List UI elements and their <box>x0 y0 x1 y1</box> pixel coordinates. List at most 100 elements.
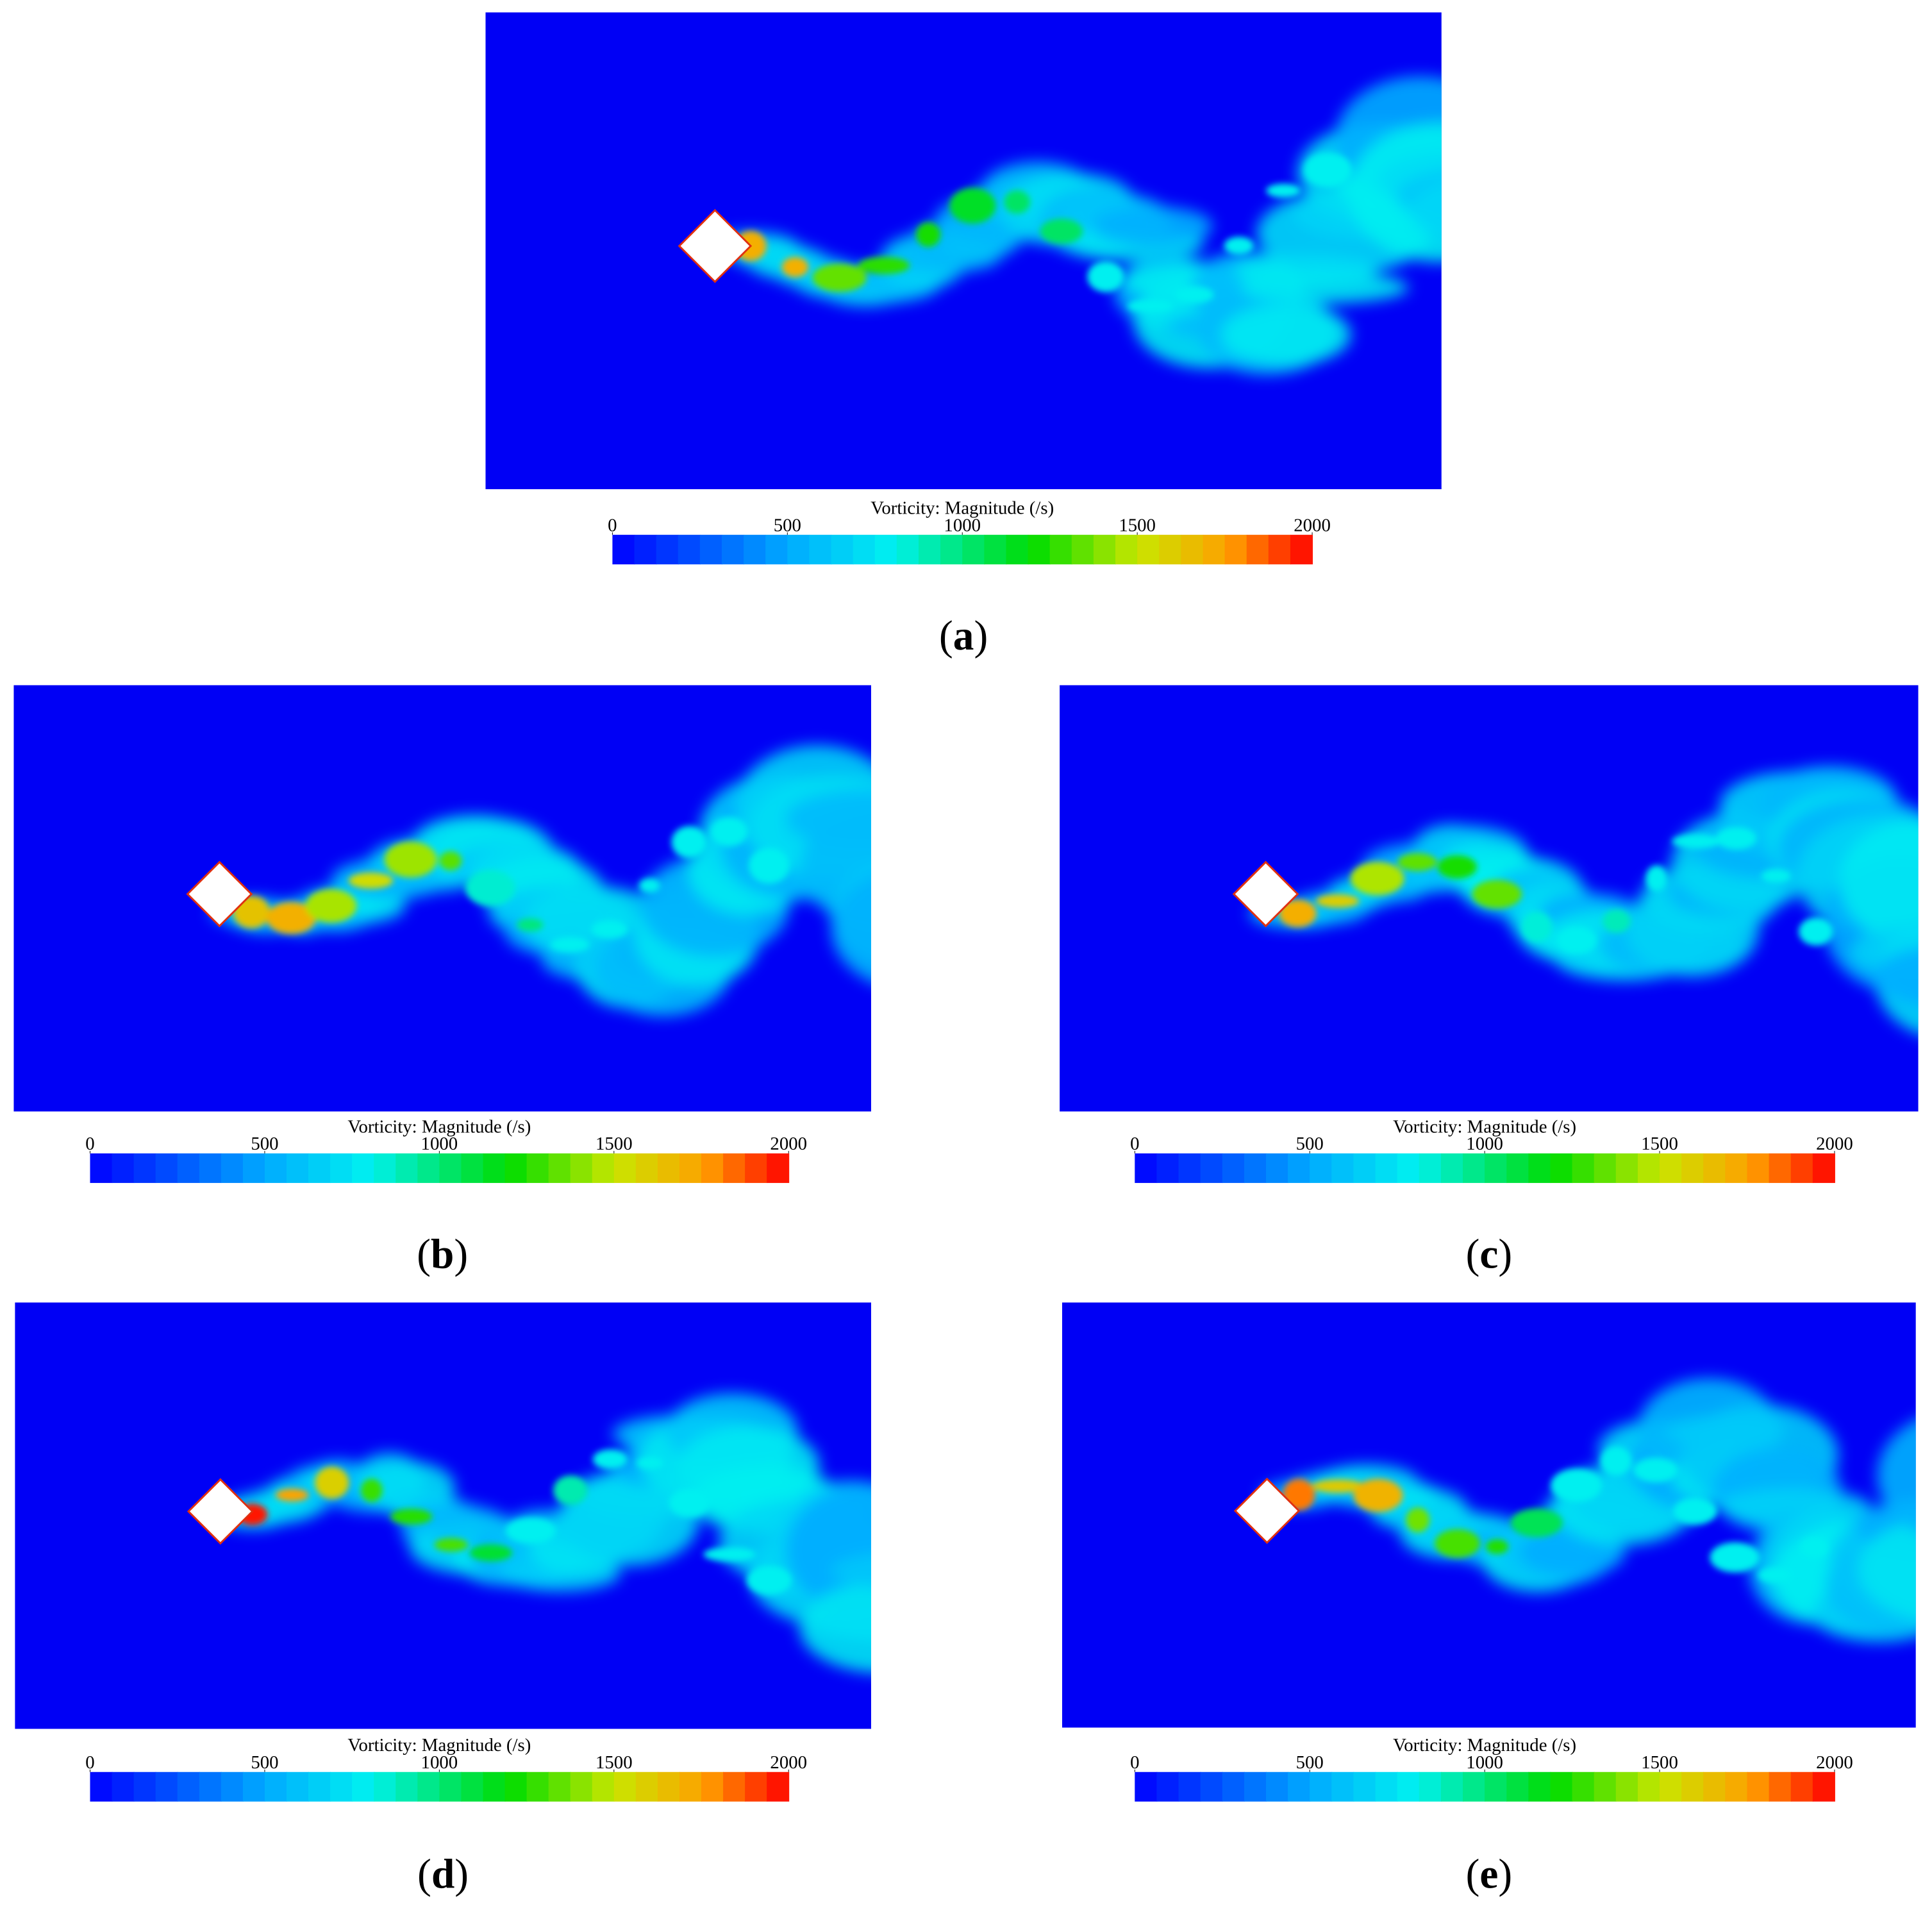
colorbar-segment <box>1790 1772 1813 1802</box>
vortex-cores <box>237 1449 792 1595</box>
colorbar-segment <box>1550 1153 1573 1184</box>
colorbar-segment <box>1244 1772 1267 1802</box>
colorbar-tick-label: 2000 <box>770 1752 807 1773</box>
colorbar-segment <box>1812 1772 1835 1802</box>
colorbar-segment <box>745 1153 768 1184</box>
colorbar-segment <box>439 1772 462 1802</box>
colorbar-tick-label: 1000 <box>421 1752 458 1773</box>
colorbar-segment <box>1246 535 1269 565</box>
colorbar-segment <box>177 1772 200 1802</box>
colorbar-segment <box>592 1153 615 1184</box>
caption-open: ( <box>939 613 953 659</box>
wake-blob <box>830 1554 872 1588</box>
colorbar-segment <box>984 535 1007 565</box>
vortex-core <box>781 257 809 278</box>
colorbar-segment <box>1071 535 1094 565</box>
vortex-core <box>505 1518 556 1544</box>
caption-open: ( <box>417 1232 431 1278</box>
colorbar-segment <box>1244 1153 1267 1184</box>
colorbar-segment <box>1637 1153 1661 1184</box>
vortex-core <box>1798 917 1833 946</box>
colorbar-segment <box>1615 1153 1638 1184</box>
vortex-core <box>348 872 394 889</box>
colorbar-segment <box>657 1153 680 1184</box>
colorbar-tick-label: 500 <box>251 1752 278 1773</box>
wake-blob <box>1221 303 1351 366</box>
colorbar-segment <box>352 1153 375 1184</box>
colorbar-segment <box>155 1772 178 1802</box>
colorbar-segment <box>1747 1153 1770 1184</box>
wake-blob <box>809 1607 872 1641</box>
colorbar-segment <box>570 1153 593 1184</box>
caption-open: ( <box>417 1851 431 1897</box>
colorbar-segment <box>896 535 919 565</box>
colorbar-tick-label: 0 <box>85 1134 94 1154</box>
colorbar-segment <box>940 535 963 565</box>
vortex-core <box>1303 152 1352 188</box>
colorbar-segment <box>1485 1153 1508 1184</box>
colorbar-segment <box>1550 1772 1573 1802</box>
vortex-core <box>916 222 941 247</box>
vortex-cores <box>1279 826 1833 955</box>
colorbar-segment <box>1028 535 1051 565</box>
colorbar-segment <box>1353 1153 1376 1184</box>
colorbar-tick-label: 500 <box>1296 1752 1324 1773</box>
vortex-core <box>465 870 515 907</box>
colorbar-tick-label: 1500 <box>1641 1752 1678 1773</box>
colorbar-segment <box>1288 1153 1311 1184</box>
caption-label: d <box>431 1851 454 1897</box>
colorbar-segment <box>1528 1772 1551 1802</box>
colorbar-segment <box>286 1772 310 1802</box>
vortex-core <box>748 848 790 884</box>
colorbar-tick-label: 1500 <box>1119 515 1156 535</box>
colorbar-segment <box>1463 1153 1486 1184</box>
vortex-core <box>1224 237 1254 255</box>
obstacle <box>1233 1477 1301 1545</box>
vortex-core <box>1353 1479 1403 1512</box>
colorbar-segment <box>745 1772 768 1802</box>
colorbar-segment <box>853 535 876 565</box>
colorbar-segment <box>723 1153 746 1184</box>
caption: (c) <box>1466 1232 1513 1278</box>
colorbar-segment <box>155 1153 178 1184</box>
contour-field <box>1062 1302 1916 1728</box>
colorbar-segment <box>1135 1772 1158 1802</box>
colorbar-segment <box>635 1772 658 1802</box>
colorbar-segment <box>1331 1772 1354 1802</box>
colorbar-segment <box>679 1772 702 1802</box>
colorbar-segment <box>1769 1153 1792 1184</box>
colorbar-segment <box>1268 535 1291 565</box>
colorbar-segment <box>330 1153 353 1184</box>
wake-blob <box>1839 819 1919 944</box>
colorbar-segment <box>504 1772 528 1802</box>
colorbar-segment <box>831 535 854 565</box>
colorbar-segment <box>1178 1772 1201 1802</box>
colorbar-segment <box>1572 1772 1595 1802</box>
colorbar-tick-label: 1000 <box>421 1134 458 1154</box>
vortex-core <box>1435 1529 1481 1558</box>
colorbar-segment <box>286 1153 310 1184</box>
vortex-core <box>439 851 462 871</box>
vortex-core <box>1127 299 1173 313</box>
colorbar-segment <box>1703 1153 1726 1184</box>
vortex-core <box>469 1544 513 1562</box>
colorbar-segment <box>177 1153 200 1184</box>
colorbar-segment <box>417 1772 440 1802</box>
colorbar-segment <box>1397 1153 1420 1184</box>
panel: Vorticity: Magnitude (/s) 0 500 1000 1500 200… <box>1062 1302 1916 1897</box>
colorbar-segment <box>570 1772 593 1802</box>
colorbar-segment <box>90 1772 113 1802</box>
colorbar-segment <box>133 1153 156 1184</box>
wake-blob <box>1410 183 1442 239</box>
colorbar-segment <box>613 1772 637 1802</box>
caption-label: e <box>1479 1851 1498 1897</box>
colorbar-segment <box>1222 1153 1245 1184</box>
colorbar-title: Vorticity: Magnitude (/s) <box>1393 1116 1576 1137</box>
colorbar-tick-label: 1000 <box>1466 1752 1503 1773</box>
colorbar-segment <box>1615 1772 1638 1802</box>
colorbar-tick-label: 2000 <box>1294 515 1331 535</box>
colorbar-segment <box>1290 535 1313 565</box>
colorbar-segment <box>1769 1772 1792 1802</box>
colorbar-segment <box>264 1772 287 1802</box>
colorbar-tick-label: 0 <box>85 1752 94 1773</box>
